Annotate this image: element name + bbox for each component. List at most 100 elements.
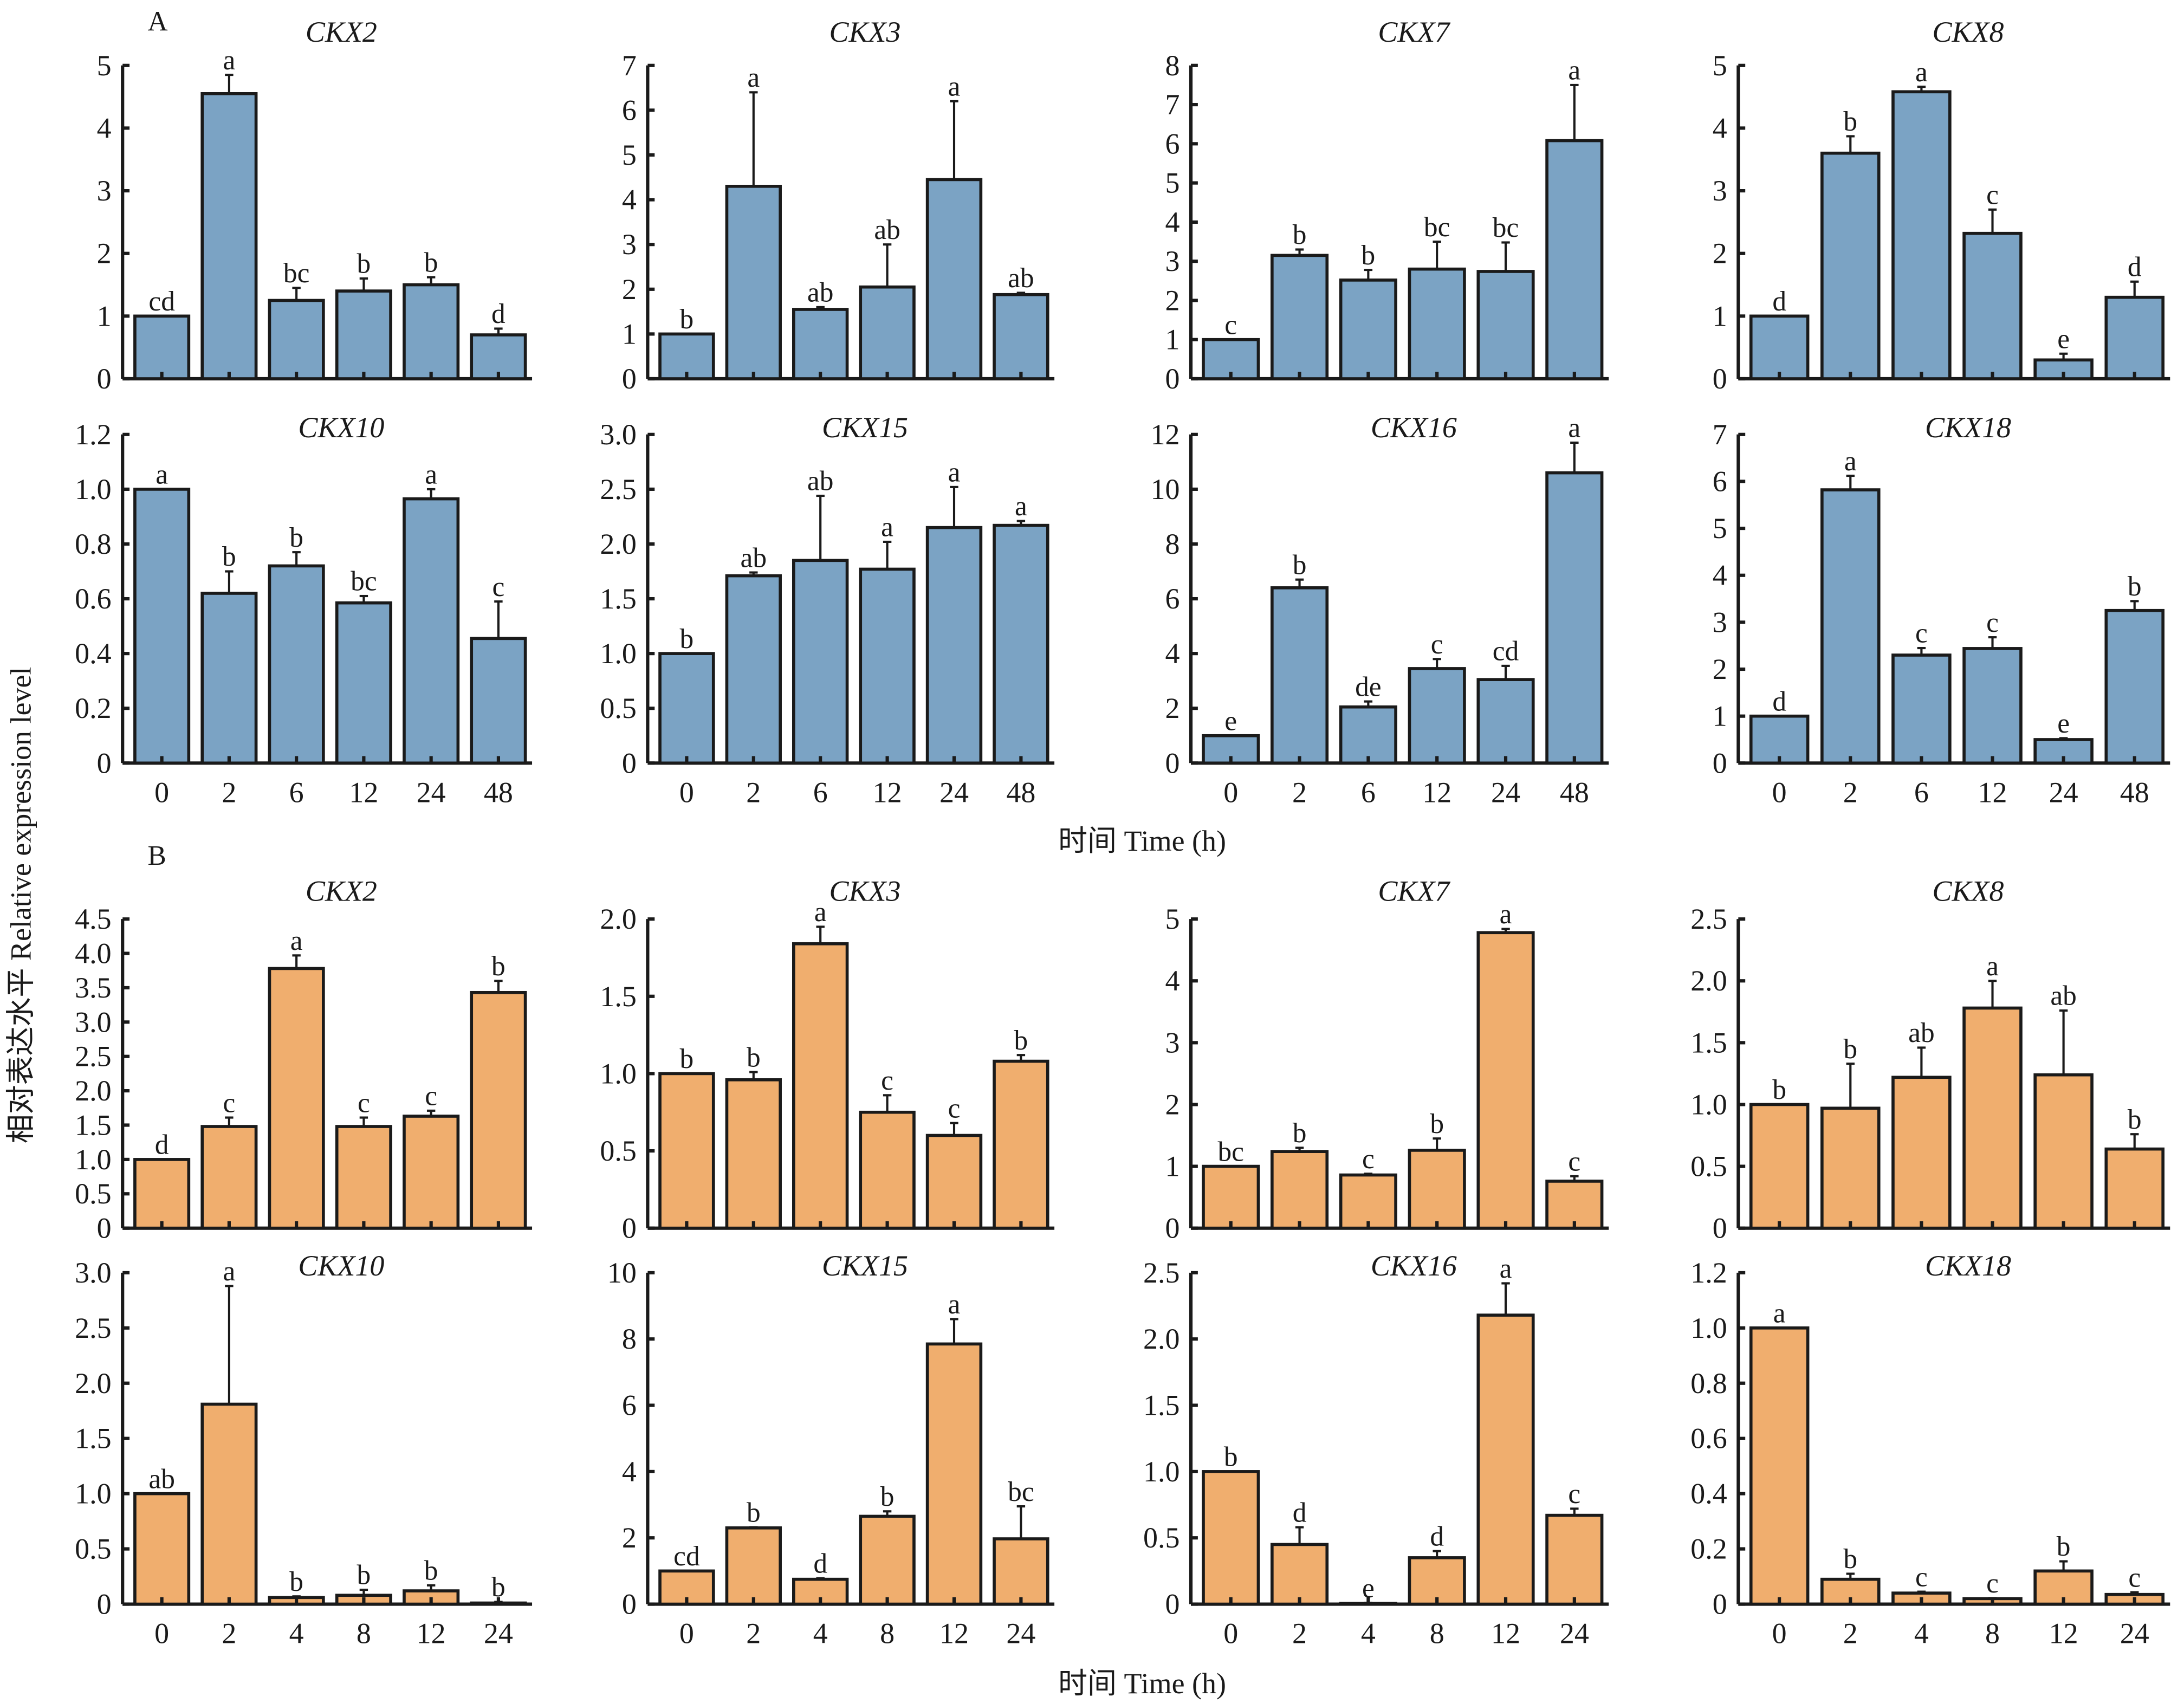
significance-letter: b bbox=[491, 1572, 506, 1603]
bar bbox=[1962, 231, 2023, 380]
y-tick-label: 8 bbox=[1165, 528, 1180, 560]
bar bbox=[2104, 1147, 2165, 1230]
y-tick-label: 3 bbox=[1713, 174, 1727, 207]
panel-title: CKX16 bbox=[1371, 411, 1457, 444]
y-tick-label: 0.5 bbox=[75, 1177, 111, 1210]
x-tick-label: 2 bbox=[1292, 776, 1307, 808]
y-tick-label: 2 bbox=[1713, 653, 1727, 685]
x-tick-label: 0 bbox=[1772, 776, 1787, 808]
chart-panel-b-ckx3: CKX3 0 0.5 1.0 1.5 2.0 b b a c c b bbox=[600, 875, 1055, 1245]
y-axis-label: 相对表达水平 Relative expression level bbox=[5, 667, 37, 1144]
y-tick-label: 1.0 bbox=[75, 1143, 111, 1176]
significance-letter: c bbox=[425, 1081, 437, 1112]
y-tick-label: 1.2 bbox=[75, 418, 111, 451]
y-tick-label: 6 bbox=[622, 1389, 637, 1422]
panel-title: CKX7 bbox=[1378, 16, 1450, 48]
y-tick-label: 4 bbox=[1713, 559, 1727, 592]
bar bbox=[859, 567, 916, 765]
bar bbox=[1202, 1164, 1260, 1230]
significance-letter: d bbox=[1772, 686, 1786, 717]
bar bbox=[1270, 254, 1329, 380]
panel-title: CKX16 bbox=[1371, 1249, 1457, 1282]
bar bbox=[1545, 1180, 1604, 1230]
bar bbox=[1962, 647, 2023, 765]
bar bbox=[403, 283, 460, 380]
y-tick-label: 0 bbox=[1713, 1212, 1727, 1245]
y-tick-label: 3.0 bbox=[600, 418, 636, 451]
y-tick-label: 0 bbox=[97, 1212, 112, 1245]
x-tick-label: 48 bbox=[1006, 776, 1035, 808]
y-tick-label: 3 bbox=[97, 174, 112, 207]
x-tick-label: 4 bbox=[813, 1617, 828, 1650]
y-tick-label: 0 bbox=[1165, 1588, 1180, 1621]
significance-letter: d bbox=[1293, 1497, 1307, 1528]
significance-letter: a bbox=[1986, 951, 1999, 982]
y-tick-label: 1 bbox=[1713, 300, 1727, 332]
x-tick-label: 6 bbox=[813, 776, 828, 808]
x-tick-label: 8 bbox=[357, 1617, 371, 1650]
bar bbox=[1820, 1106, 1881, 1230]
x-tick-label: 12 bbox=[1978, 776, 2007, 808]
bar bbox=[925, 526, 983, 765]
y-tick-label: 1 bbox=[1165, 1150, 1180, 1183]
panel-title: CKX18 bbox=[1925, 411, 2011, 444]
y-tick-label: 0.6 bbox=[75, 582, 111, 615]
y-tick-label: 2.5 bbox=[1143, 1257, 1180, 1289]
y-tick-label: 2.0 bbox=[1690, 964, 1727, 997]
y-tick-label: 2.5 bbox=[1690, 903, 1727, 935]
bar bbox=[993, 293, 1049, 380]
y-tick-label: 0.2 bbox=[75, 692, 111, 724]
bar bbox=[1270, 586, 1329, 765]
chart-panel-b-ckx10: CKX10 0 0.5 1.0 1.5 2.0 2.5 3.0 ab 0 a 2 b 4 b 8 b 12 b 24 bbox=[75, 1249, 533, 1650]
y-tick-label: 2 bbox=[622, 273, 637, 306]
y-tick-label: 2 bbox=[1165, 692, 1180, 724]
significance-letter: c bbox=[492, 572, 505, 603]
bar bbox=[1339, 705, 1397, 765]
y-tick-label: 5 bbox=[97, 49, 112, 82]
y-tick-label: 0.5 bbox=[600, 1135, 636, 1167]
y-tick-label: 1.0 bbox=[75, 473, 111, 506]
y-tick-label: 7 bbox=[1165, 88, 1180, 121]
significance-letter: c bbox=[1362, 1144, 1375, 1175]
significance-letter: b bbox=[680, 304, 694, 335]
y-tick-label: 4 bbox=[622, 184, 637, 216]
significance-letter: cd bbox=[148, 286, 175, 317]
y-tick-label: 1 bbox=[622, 318, 637, 350]
significance-letter: ab bbox=[874, 215, 900, 245]
y-tick-label: 4 bbox=[1165, 206, 1180, 238]
y-tick-label: 0.6 bbox=[1690, 1422, 1727, 1455]
bar bbox=[403, 497, 460, 765]
x-tick-label: 12 bbox=[1422, 776, 1451, 808]
bar bbox=[335, 601, 392, 765]
y-tick-label: 0.4 bbox=[1690, 1478, 1727, 1510]
y-tick-label: 6 bbox=[1165, 127, 1180, 160]
bar bbox=[1891, 1076, 1952, 1230]
significance-letter: a bbox=[1568, 413, 1580, 444]
y-tick-label: 0.5 bbox=[1690, 1150, 1727, 1183]
bar bbox=[658, 652, 715, 765]
bar bbox=[133, 314, 191, 380]
bar bbox=[925, 1342, 983, 1606]
x-tick-label: 24 bbox=[1006, 1617, 1035, 1650]
x-tick-label: 2 bbox=[222, 1617, 236, 1650]
bar bbox=[1408, 1149, 1466, 1230]
x-tick-label: 24 bbox=[417, 776, 446, 808]
bar bbox=[1339, 279, 1397, 380]
x-tick-label: 2 bbox=[222, 776, 236, 808]
significance-letter: a bbox=[1915, 57, 1928, 88]
significance-letter: ab bbox=[807, 466, 834, 497]
significance-letter: a bbox=[1568, 55, 1580, 86]
significance-letter: a bbox=[948, 72, 961, 102]
significance-letter: b bbox=[222, 541, 236, 572]
y-tick-label: 1.2 bbox=[1690, 1257, 1727, 1289]
y-tick-label: 0.5 bbox=[75, 1533, 111, 1565]
y-tick-label: 6 bbox=[1165, 582, 1180, 615]
x-tick-label: 0 bbox=[1223, 776, 1238, 808]
y-tick-label: 0 bbox=[1165, 747, 1180, 779]
significance-letter: d bbox=[491, 299, 506, 329]
panel-title: CKX8 bbox=[1933, 875, 2004, 908]
significance-letter: a bbox=[1773, 1298, 1786, 1329]
